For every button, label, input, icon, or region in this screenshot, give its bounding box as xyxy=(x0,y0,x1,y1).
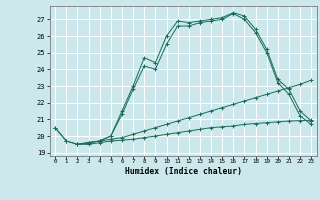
X-axis label: Humidex (Indice chaleur): Humidex (Indice chaleur) xyxy=(125,167,242,176)
